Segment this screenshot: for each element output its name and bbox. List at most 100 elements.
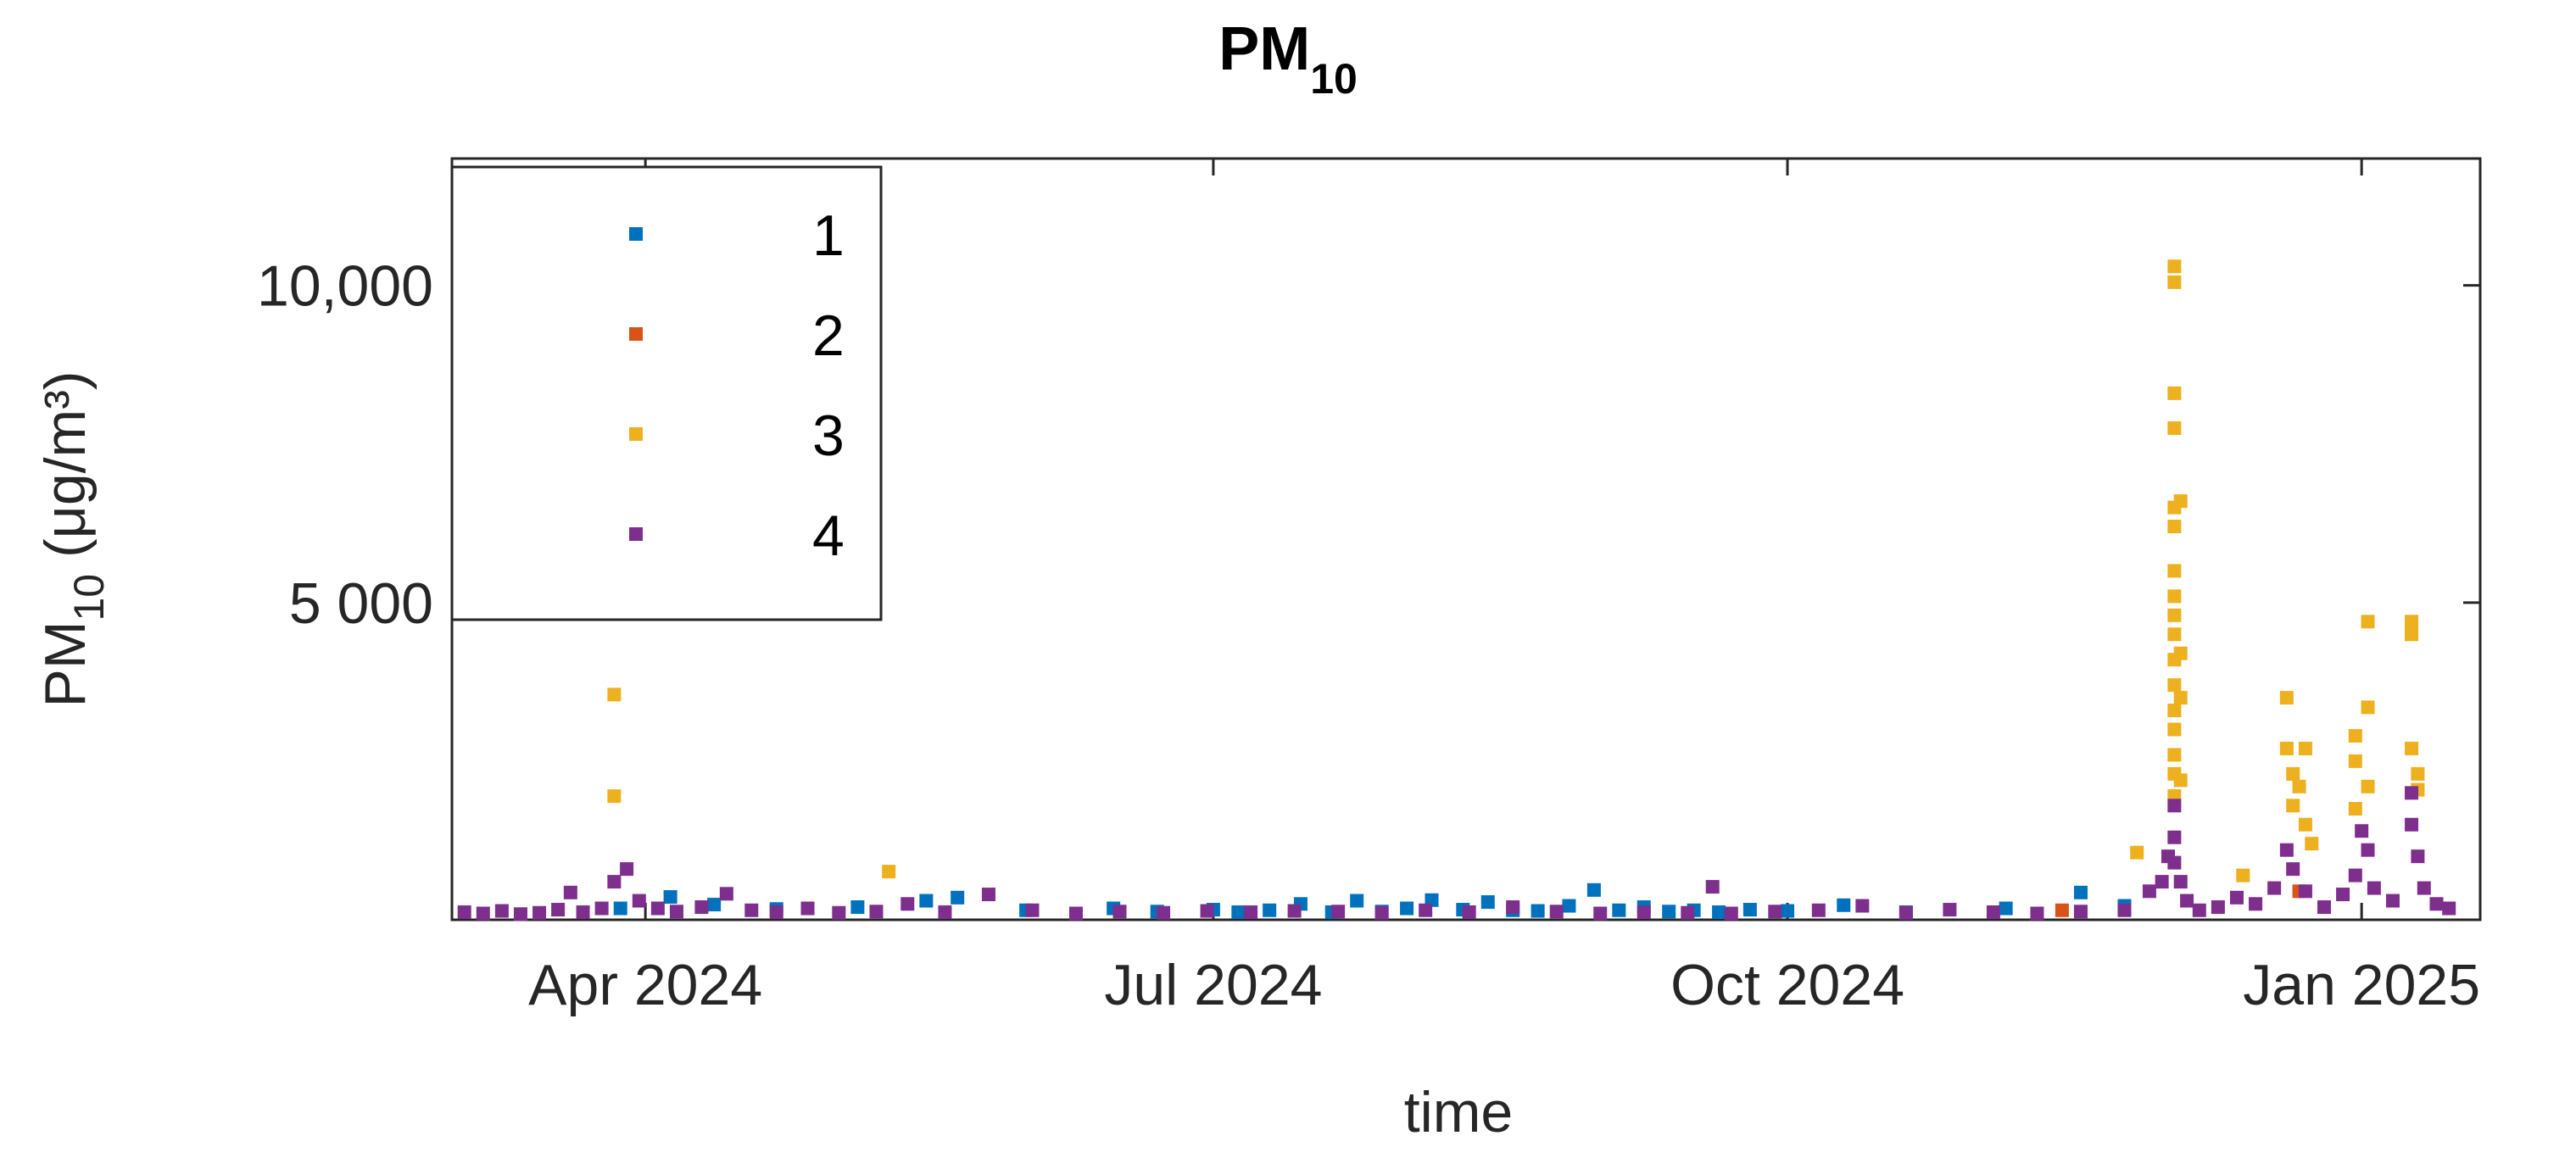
series-4-point [769,905,783,920]
series-4-point [1112,905,1127,919]
legend-marker-2 [629,327,643,341]
series-3-point [2298,817,2312,832]
legend-marker-4 [629,527,643,541]
series-1-point [1531,904,1545,918]
legend-box [450,165,883,621]
series-4-point [494,904,509,918]
series-4-point [1943,903,1957,917]
series-3-point [2405,627,2419,642]
series-3-point [2292,779,2306,793]
series-4-point [2173,875,2188,889]
series-4-point [1419,903,1433,917]
series-4-point [981,888,995,902]
series-4-point [2411,849,2425,864]
series-4-point [2348,868,2362,882]
data-points [457,259,2456,921]
series-4-point [2429,897,2444,911]
series-1-point [1231,905,1246,920]
series-4-point [2030,906,2044,921]
series-4-point [832,905,846,920]
series-4-point [2117,903,2132,917]
series-4-point [1506,900,1520,915]
series-3-point [2361,615,2375,629]
series-1-point [1586,882,1601,897]
chart-title: PM10 [1218,15,1358,103]
legend-label-4: 4 [812,504,845,568]
series-4-point [1157,905,1171,920]
x-tick-label: Oct 2024 [1670,953,1904,1017]
series-4-point [1681,905,1695,920]
series-1-point [613,901,627,916]
x-axis-label: time [1404,1080,1513,1144]
series-4-point [744,903,759,917]
legend-marker-3 [629,427,643,441]
series-3-point [2167,386,2182,400]
legend: 1 2 3 4 [450,165,883,621]
series-3-point [2286,799,2300,813]
series-4-point [1811,903,1826,917]
series-4-point [2298,884,2312,899]
series-1-point [1662,905,1676,919]
series-1-point [1263,903,1277,917]
series-4-point [1636,905,1651,920]
x-tick-label: Jul 2024 [1104,953,1322,1017]
series-1-point [919,894,934,908]
series-4-point [800,901,815,916]
series-3-point [2167,564,2182,578]
series-4-point [632,894,646,908]
legend-label-1: 1 [812,203,845,268]
series-4-point [476,906,490,921]
series-4-point [2442,901,2456,916]
series-4-point [2336,888,2350,902]
series-1-point [1712,905,1726,920]
series-4-point [2073,905,2088,919]
series-4-point [2279,843,2294,857]
series-4-point [2229,890,2244,905]
series-4-point [2249,897,2263,911]
series-4-point [1855,899,1870,913]
series-4-point [2211,900,2225,915]
series-4-point [1200,904,1214,918]
series-3-point [2167,627,2182,642]
series-4-point [1705,880,1720,894]
series-4-point [2155,875,2169,889]
series-4-point [1331,905,1346,919]
series-3-point [2279,691,2294,705]
series-4-point [1549,905,1564,919]
series-4-point [513,907,527,921]
series-4-point [1593,906,1608,921]
series-1-point [1999,901,2013,916]
series-3-point [2305,837,2319,851]
series-4-point [2180,894,2194,908]
series-4-point [669,905,683,919]
series-4-point [1899,905,1913,920]
series-3-point [882,865,896,879]
series-3-point [2167,520,2182,534]
series-3-point [2167,748,2182,762]
series-4-point [457,905,471,920]
series-4-point [869,905,884,919]
series-1-point [1742,903,1757,917]
series-4-point [2385,894,2400,908]
series-3-point [2279,741,2294,755]
series-1-point [2073,885,2088,899]
series-4-point [2405,817,2419,832]
series-3-point [2405,741,2419,755]
series-3-point [2167,678,2182,693]
series-1-point [663,890,677,905]
series-4-point [594,901,609,916]
series-3-point [2411,766,2425,781]
series-3-point [2361,779,2375,793]
series-4-point [2405,786,2419,800]
series-4-point [2267,881,2282,895]
series-4-point [607,875,622,889]
series-3-point [2167,275,2182,289]
series-3-point [607,688,622,702]
series-3-point [2405,615,2419,629]
series-1-point [1400,901,1414,916]
series-3-point [2173,494,2188,509]
series-1-point [1612,903,1626,917]
series-3-point [2236,868,2250,882]
